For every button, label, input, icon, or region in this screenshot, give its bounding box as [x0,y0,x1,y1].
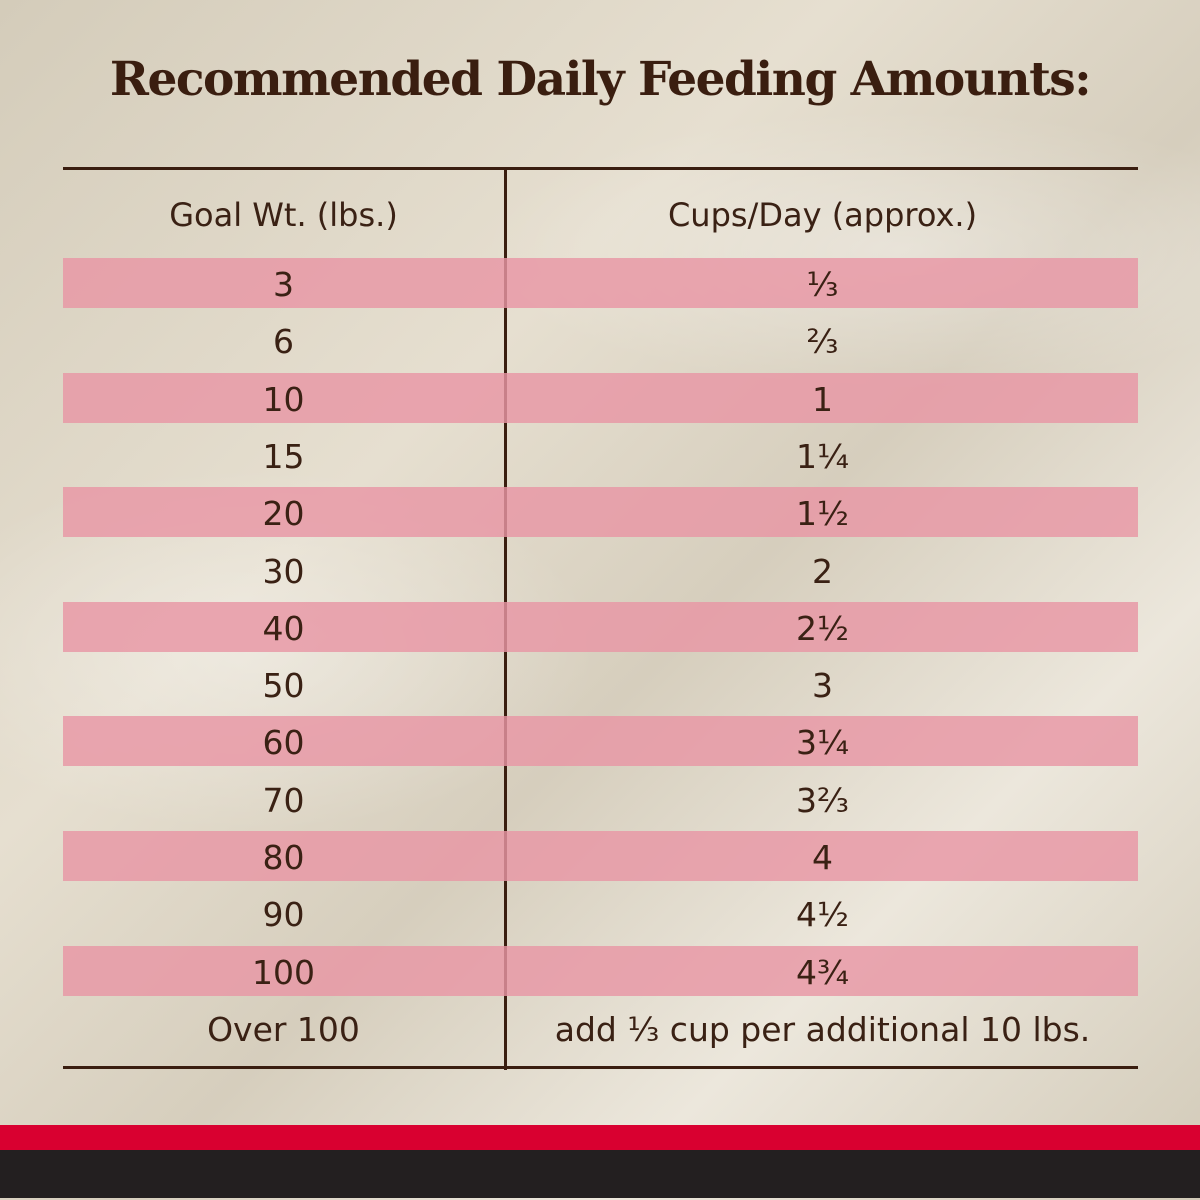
cups-per-day-cell: 4 [812,838,833,877]
table-row: 30 2 [63,545,1138,595]
goal-weight-cell: 70 [262,780,305,820]
page-title: Recommended Daily Feeding Amounts: [109,52,1092,107]
table-row: 50 3 [63,659,1138,709]
goal-weight-cell: Over 100 [207,1009,360,1049]
cups-per-day-cell: 1½ [796,494,849,534]
table-header-row: Goal Wt. (lbs.) Cups/Day (approx.) [63,188,1138,238]
cups-per-day-cell: add ⅓ cup per additional 10 lbs. [554,1009,1091,1049]
cups-per-day-cell: ⅓ [806,265,839,304]
goal-weight-cell: 20 [262,494,305,534]
cups-per-day-cell: 4½ [796,895,849,935]
goal-weight-cell: 3 [273,265,294,304]
cups-per-day-cell: 2 [812,551,833,591]
cups-per-day-cell: 1 [812,379,833,419]
goal-weight-cell: 60 [262,723,305,763]
table-row: 10 1 [63,372,1138,423]
goal-weight-cell: 100 [252,952,315,992]
goal-weight-cell: 6 [273,322,294,362]
goal-weight-cell: 50 [262,666,305,706]
table-row: 20 1½ [63,487,1138,538]
goal-weight-cell: 90 [262,895,305,935]
goal-weight-cell: 80 [262,838,305,877]
black-band [0,1150,1200,1198]
table-row: 60 3¼ [63,716,1138,767]
table-row: Over 100 add ⅓ cup per additional 10 lbs. [63,1003,1138,1053]
goal-weight-cell: 30 [262,551,305,591]
table-row: 90 4½ [63,888,1138,938]
header-goal-weight: Goal Wt. (lbs.) [169,196,398,234]
cups-per-day-cell: 3⅔ [796,780,849,820]
red-band [0,1125,1200,1151]
table-top-rule [63,167,1138,170]
cups-per-day-cell: 3¼ [796,723,849,763]
table-bottom-rule [63,1066,1138,1069]
cups-per-day-cell: 2½ [796,608,849,648]
table-row: 70 3⅔ [63,774,1138,824]
goal-weight-cell: 10 [262,379,305,419]
table-row: 80 4 [63,831,1138,881]
table-row: 100 4¾ [63,945,1138,996]
cups-per-day-cell: 1¼ [796,436,849,476]
cups-per-day-cell: 4¾ [796,952,849,992]
goal-weight-cell: 15 [262,436,305,476]
table-row: 15 1¼ [63,430,1138,480]
header-cups-per-day: Cups/Day (approx.) [667,196,978,234]
table-row: 40 2½ [63,601,1138,652]
goal-weight-cell: 40 [262,608,305,648]
cups-per-day-cell: ⅔ [806,322,839,362]
cups-per-day-cell: 3 [812,666,833,706]
